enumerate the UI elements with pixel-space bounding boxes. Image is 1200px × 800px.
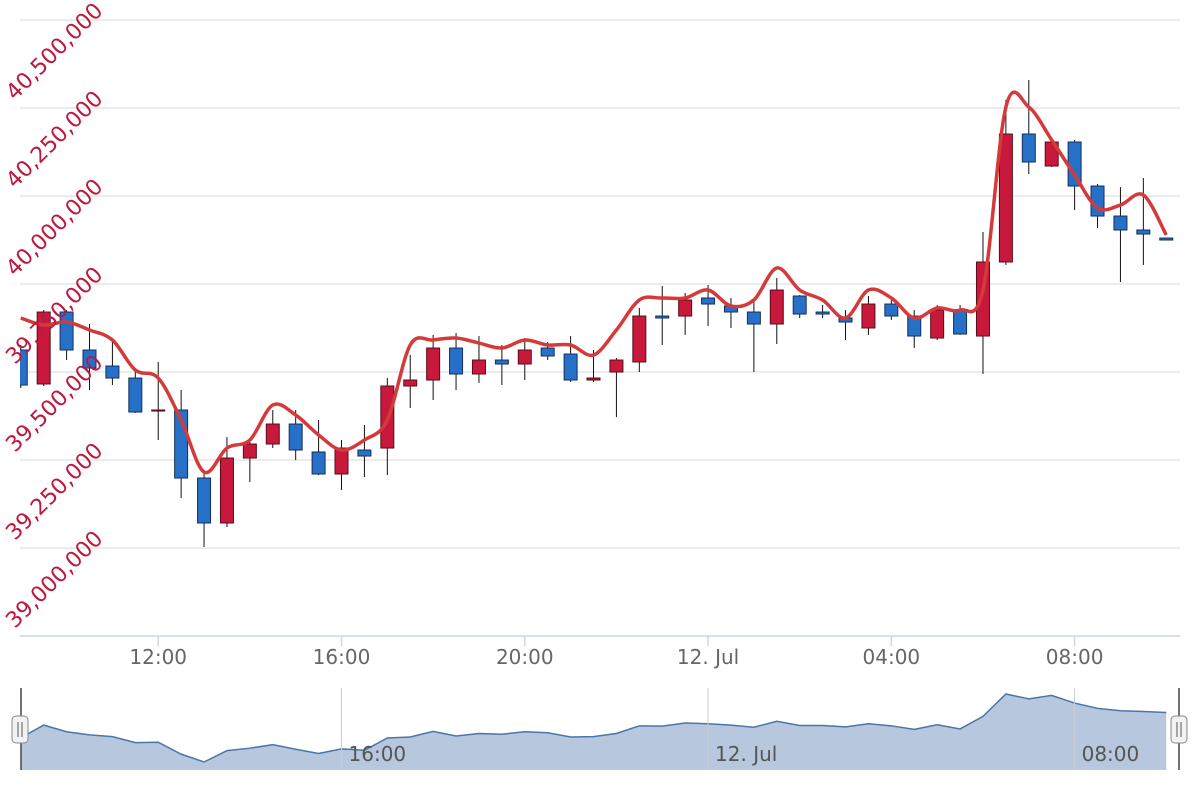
x-tick-label: 12:00: [129, 645, 187, 669]
candle-body: [82, 349, 97, 369]
grid: [20, 19, 1180, 549]
candle-body: [219, 457, 234, 524]
candle-body: [632, 315, 647, 363]
right-handle[interactable]: [1170, 715, 1188, 744]
candle-body: [701, 297, 716, 305]
smooth-line: [20, 90, 1168, 475]
candle-body: [655, 315, 670, 319]
navigator-handles: [11, 688, 1188, 770]
candle-body: [586, 377, 601, 381]
candle-body: [746, 311, 761, 325]
candle-body: [884, 303, 899, 317]
candle-body: [1136, 229, 1151, 235]
candle-body: [449, 347, 464, 375]
candle-body: [20, 349, 28, 386]
navigator-tick-label: 08:00: [1082, 742, 1140, 766]
candle-body: [311, 451, 326, 475]
candle-body: [517, 349, 532, 365]
x-tick-label: 20:00: [496, 645, 554, 669]
candle-body: [403, 379, 418, 387]
x-tick-label: 04:00: [863, 645, 921, 669]
navigator-tick-label: 12. Jul: [715, 742, 777, 766]
candle-body: [36, 311, 51, 385]
candle-body: [998, 133, 1013, 263]
x-tick-label: 16:00: [313, 645, 371, 669]
axes: 39,000,00039,250,00039,500,00039,750,000…: [1, 0, 1180, 669]
candle-body: [265, 423, 280, 445]
candle-body: [953, 309, 968, 335]
candle-body: [151, 409, 166, 412]
navigator-area: [20, 694, 1167, 770]
candle-body: [769, 289, 784, 325]
candle-body: [678, 299, 693, 317]
candle-body: [242, 443, 257, 459]
candle-body: [494, 359, 509, 365]
candle-body: [128, 377, 143, 413]
candle-body: [1159, 237, 1174, 241]
candle-body: [197, 477, 212, 524]
candle-body: [815, 311, 830, 315]
candle-body: [1021, 133, 1036, 163]
candle-body: [357, 449, 372, 457]
navigator-line: [20, 693, 1167, 763]
candle-body: [540, 347, 555, 357]
candle-body: [426, 347, 441, 381]
candle-body: [1113, 215, 1128, 231]
candle-body: [471, 359, 486, 375]
candle-body: [288, 423, 303, 451]
candle-body: [609, 359, 624, 373]
x-tick-label: 12. Jul: [677, 645, 739, 669]
candle-body: [792, 295, 807, 315]
candle-body: [105, 365, 120, 379]
navigator: 16:00 12. Jul 08:00: [20, 688, 1167, 770]
navigator-tick-label: 16:00: [349, 742, 407, 766]
candle-body: [907, 315, 922, 337]
candle-body: [930, 309, 945, 339]
left-handle[interactable]: [11, 715, 29, 744]
candle-body: [563, 353, 578, 381]
navigator-plot: [20, 693, 1167, 770]
plot-area: [20, 80, 1174, 548]
candle-body: [334, 447, 349, 475]
x-tick-label: 08:00: [1046, 645, 1104, 669]
candle-body: [861, 303, 876, 329]
